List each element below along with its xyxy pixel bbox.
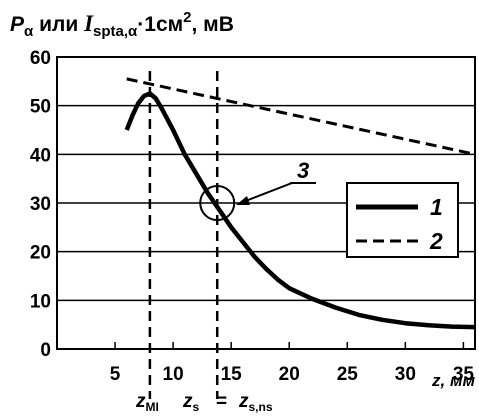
zsns-label: zs,ns — [238, 391, 273, 414]
y-tick-label: 50 — [30, 97, 51, 118]
x-tick-label: 20 — [279, 364, 300, 385]
legend-box — [346, 182, 459, 258]
equals-sign: = — [216, 391, 227, 412]
y-tick-label: 60 — [30, 48, 51, 69]
series-1-line — [124, 91, 476, 330]
vline-labels: zMI zs = zs,ns — [135, 391, 273, 414]
zmi-label: zMI — [135, 391, 159, 414]
y-tick-label: 20 — [30, 243, 51, 264]
zs-label: zs — [182, 391, 200, 414]
y-tick-label: 10 — [30, 291, 51, 312]
y-tick-label: 0 — [40, 340, 51, 361]
annotation-label-3: 3 — [297, 158, 309, 183]
x-axis-label: z, мм — [431, 371, 476, 390]
series-lines — [124, 77, 476, 330]
x-tick-label: 5 — [110, 364, 121, 385]
annotation-arrow — [242, 182, 293, 203]
annotation-circle — [199, 185, 236, 221]
x-axis-ticks: 5 10 15 20 25 30 35 — [110, 342, 475, 385]
x-tick-label: 35 — [453, 364, 475, 385]
x-tick-label: 15 — [221, 364, 243, 385]
y-axis-title: Pα или Ispta,α·1см2, мВ — [10, 9, 234, 40]
plot-frame — [56, 56, 476, 350]
y-tick-label: 30 — [30, 194, 51, 215]
series-2-line — [126, 77, 476, 156]
y-axis-ticks: 0 10 20 30 40 50 60 — [30, 48, 51, 361]
legend-label-2: 2 — [429, 228, 443, 254]
y-tick-label: 40 — [30, 145, 51, 166]
legend-label-1: 1 — [430, 194, 443, 220]
x-tick-label: 10 — [163, 364, 184, 385]
annotation-arrowhead — [236, 196, 250, 205]
legend: 1 2 — [346, 182, 459, 258]
x-tick-label: 25 — [337, 364, 359, 385]
x-tick-label: 30 — [395, 364, 416, 385]
reference-lines — [148, 71, 219, 399]
